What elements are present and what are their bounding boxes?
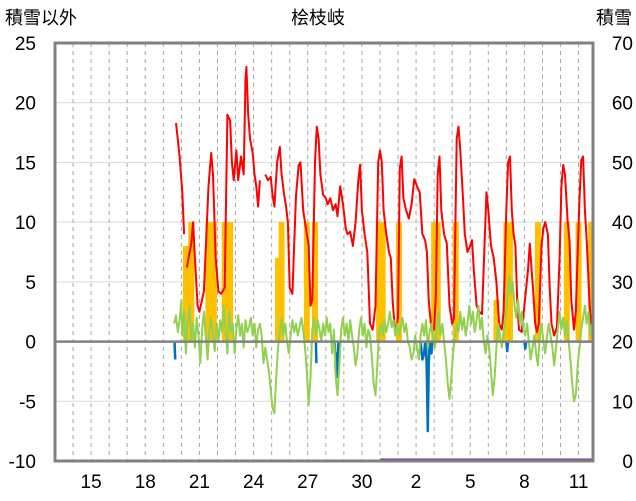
snowfall-bar xyxy=(274,257,281,342)
left-axis-title: 積雪以外 xyxy=(5,8,77,29)
left-tick-label: 20 xyxy=(15,94,36,115)
snowfall-bar xyxy=(311,222,318,342)
x-tick-label: 30 xyxy=(351,472,372,493)
right-tick-label: 40 xyxy=(612,213,633,234)
series-lines xyxy=(173,65,594,433)
left-tick-label: 5 xyxy=(25,273,36,294)
series-line-red xyxy=(185,65,261,313)
left-tick-label: -10 xyxy=(9,452,36,473)
snowfall-bar xyxy=(278,222,285,342)
left-tick-label: 10 xyxy=(15,213,36,234)
series-line-blue xyxy=(419,341,427,361)
snowfall-bar xyxy=(182,246,189,342)
snowfall-bar xyxy=(493,299,500,342)
right-tick-label: 70 xyxy=(612,34,633,55)
series-line-red xyxy=(175,122,186,235)
right-tick-label: 50 xyxy=(612,153,633,174)
x-tick-label: 21 xyxy=(189,472,210,493)
right-tick-label: 10 xyxy=(612,392,633,413)
x-axis-ticks: 15 18 21 24 27 30 2 5 8 11 xyxy=(81,472,589,493)
x-tick-label: 8 xyxy=(519,472,530,493)
snowfall-bar xyxy=(188,222,195,342)
x-tick-label: 11 xyxy=(569,472,589,493)
left-tick-label: 15 xyxy=(15,153,36,174)
snowfall-bar xyxy=(379,222,386,342)
right-axis-ticks: 70 60 50 40 30 20 10 0 xyxy=(612,34,633,473)
snowfall-bar xyxy=(434,222,441,342)
series-line-blue xyxy=(505,341,510,353)
series-line-blue xyxy=(523,341,528,350)
snowfall-bar xyxy=(588,222,593,342)
left-tick-label: 25 xyxy=(15,34,36,55)
series-line-blue xyxy=(173,341,177,360)
series-line-green xyxy=(173,274,594,415)
snowfall-bar xyxy=(376,222,383,342)
right-tick-label: 30 xyxy=(612,273,633,294)
x-tick-label: 5 xyxy=(465,472,476,493)
series-line-blue xyxy=(429,341,434,355)
snowfall-bar xyxy=(303,222,310,342)
right-tick-label: 60 xyxy=(612,94,633,115)
series-line-blue xyxy=(314,341,318,364)
x-tick-label: 24 xyxy=(243,472,265,493)
left-axis-ticks: 25 20 15 10 5 0 -5 -10 xyxy=(9,34,36,473)
x-tick-label: 18 xyxy=(135,472,156,493)
right-tick-label: 20 xyxy=(612,333,633,354)
x-tick-label: 15 xyxy=(81,472,102,493)
snowfall-bar xyxy=(452,222,459,342)
snowfall-bar xyxy=(210,222,217,342)
snowfall-bar xyxy=(503,222,510,342)
series-line-red xyxy=(264,125,593,337)
left-tick-label: 0 xyxy=(25,333,36,354)
left-tick-label: -5 xyxy=(19,392,36,413)
right-axis-title: 積雪 xyxy=(596,8,632,29)
snowfall-bar xyxy=(205,222,212,342)
series-line-blue xyxy=(424,341,431,433)
x-tick-label: 27 xyxy=(297,472,318,493)
chart-title: 桧枝岐 xyxy=(291,8,345,29)
x-tick-label: 2 xyxy=(411,472,422,493)
snowfall-bar xyxy=(227,222,234,342)
snowfall-bar xyxy=(534,222,541,342)
right-tick-label: 0 xyxy=(622,452,633,473)
snowfall-bar xyxy=(431,222,438,342)
plot-frame xyxy=(53,41,595,463)
snowfall-bar xyxy=(563,222,570,342)
snowfall-bar xyxy=(575,222,582,342)
